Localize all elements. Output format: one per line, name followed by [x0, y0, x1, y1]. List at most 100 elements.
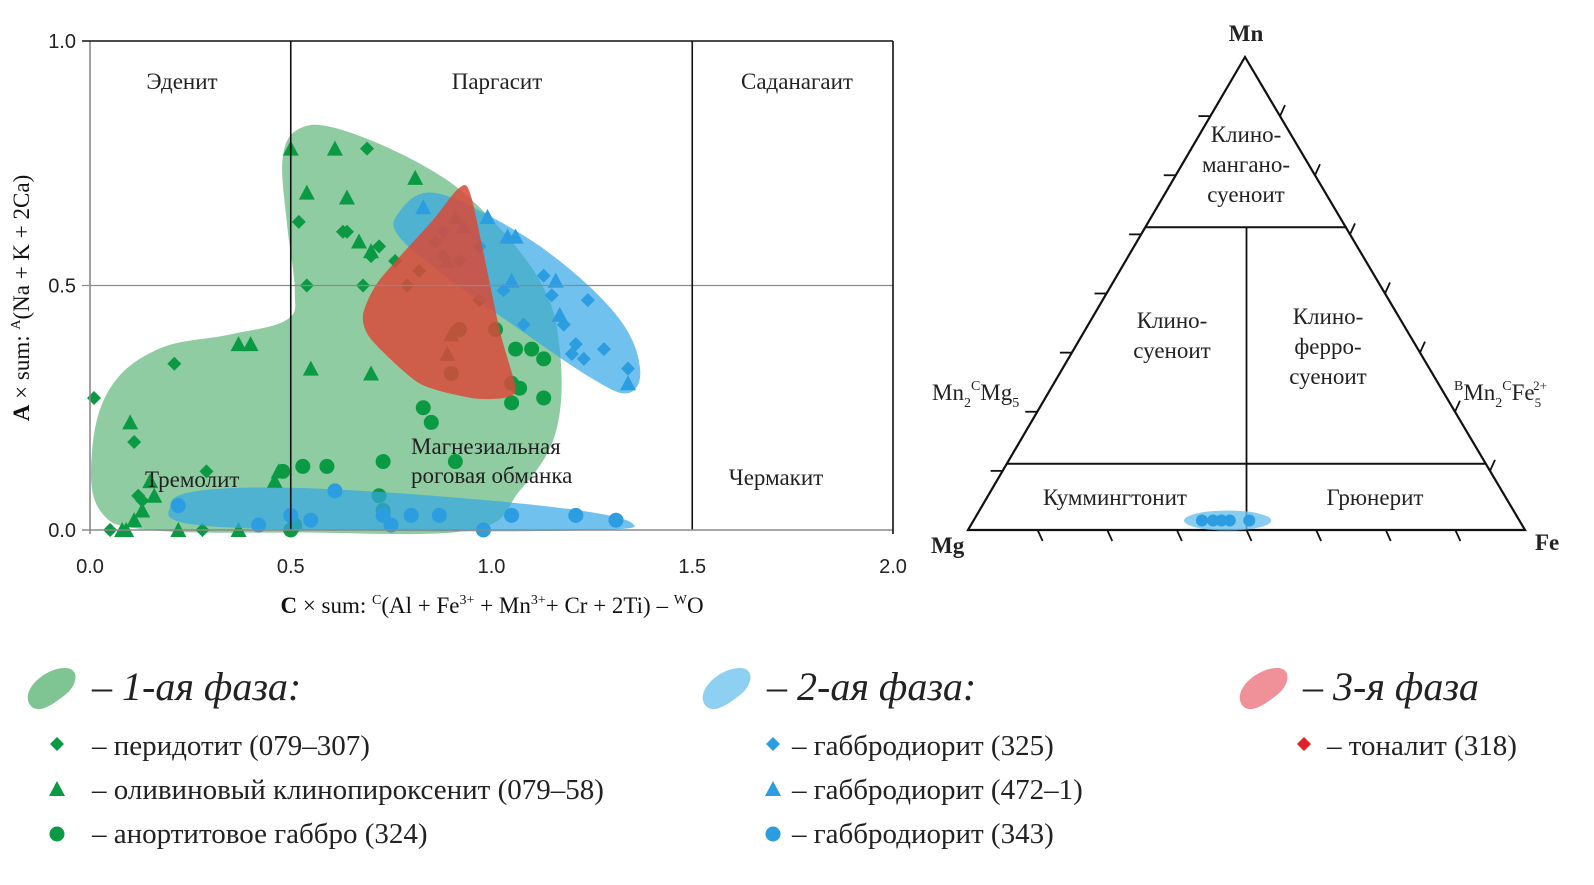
ternary-tick	[1245, 529, 1253, 542]
data-point-circle	[383, 517, 399, 533]
ternary-tick	[1419, 341, 1426, 353]
field-label-tschermakite: Чермакит	[729, 465, 823, 490]
x-tick-label: 1.0	[478, 556, 506, 578]
ternary-tick	[1384, 282, 1391, 294]
data-point-triangle	[122, 414, 139, 430]
x-label-part: O	[687, 593, 704, 618]
diamond-icon	[766, 737, 780, 751]
ternary-tick	[1176, 529, 1183, 542]
data-point-diamond	[87, 390, 102, 405]
data-point-triangle	[363, 365, 380, 381]
field-label-edenite: Эденит	[146, 69, 217, 94]
data-point-triangle	[415, 199, 432, 215]
field-clinosuenoite-2: суеноит	[1133, 338, 1210, 363]
data-point-triangle	[266, 473, 283, 489]
legend-item: – оливиновый клинопироксенит (079–58)	[91, 774, 604, 806]
data-point-diamond	[360, 141, 375, 156]
data-point-triangle	[620, 375, 637, 391]
data-point-circle	[375, 454, 391, 470]
data-point-circle	[536, 351, 552, 367]
ternary-tick	[1384, 529, 1392, 542]
data-point-diamond	[596, 342, 611, 357]
x-label-sup: 3+	[531, 593, 546, 608]
x-label-bold: C	[280, 593, 297, 618]
legend-phase1: – 1-ая фаза:	[91, 664, 301, 709]
field-clinomanganosuenoite-1: Клино-	[1211, 122, 1282, 147]
triangle-icon	[765, 781, 781, 796]
field-grunerite: Грюнерит	[1327, 485, 1424, 510]
field-label-mg-hornblende-2: роговая обманка	[411, 463, 572, 488]
ternary-tick	[1279, 104, 1286, 117]
y-label-part: × sum:	[9, 330, 34, 405]
x-label-part: + Mn	[474, 593, 531, 618]
x-tick-label: 1.5	[678, 556, 706, 578]
ternary-tick	[1454, 400, 1461, 413]
data-point-triangle	[503, 272, 520, 288]
data-point-triangle	[407, 169, 424, 185]
y-axis-label: A × sum: A(Na + K + 2Ca)	[9, 175, 34, 421]
ternary-tick	[1349, 223, 1356, 235]
legend-swatch-phase3	[1239, 668, 1288, 710]
ternary-data-point	[1215, 514, 1228, 527]
x-tick-label: 0.5	[277, 556, 305, 578]
data-point-circle	[327, 483, 343, 499]
apex-fe: Fe	[1535, 530, 1559, 555]
data-point-triangle	[126, 512, 143, 528]
field-clinoferrosuenoite-2: ферро-	[1294, 334, 1361, 359]
tick-labels: 0.0 0.5 1.0 1.5 2.0 0.0 0.5 1.0	[48, 31, 907, 578]
x-axis-label: C × sum: C(Al + Fe3+ + Mn3++ Cr + 2Ti) –…	[280, 593, 703, 618]
data-point-circle	[608, 512, 624, 528]
field-label-mg-hornblende-1: Магнезиальная	[411, 434, 561, 459]
ternary-tick	[1036, 529, 1044, 542]
data-point-circle	[508, 341, 524, 357]
y-tick-label: 0.5	[48, 276, 76, 298]
data-point-diamond	[167, 356, 182, 371]
data-point-triangle	[547, 272, 564, 288]
ternary-points	[1183, 510, 1272, 531]
data-point-diamond	[580, 293, 595, 308]
x-label-sup: 3+	[460, 593, 475, 608]
data-point-diamond	[127, 434, 142, 449]
apex-mn: Mn	[1229, 21, 1264, 46]
ternary-tick	[1454, 529, 1462, 542]
data-point-triangle	[142, 473, 159, 489]
field-regions-red	[362, 184, 516, 400]
y-tick-label: 1.0	[48, 31, 76, 53]
data-point-circle	[170, 498, 186, 514]
apex-mg: Mg	[931, 533, 965, 558]
y-tick-label: 0.0	[48, 520, 76, 542]
data-point-circle	[524, 341, 540, 357]
x-label-part: (Al + Fe	[381, 593, 459, 618]
ternary-tick	[1106, 529, 1114, 542]
field-label-pargasite: Паргасит	[452, 69, 543, 94]
field-clinoferrosuenoite-1: Клино-	[1293, 304, 1364, 329]
legend-phase2: – 2-ая фаза:	[766, 664, 976, 709]
data-point-triangle	[507, 228, 524, 244]
side-label-right: BMn2CFe52+	[1454, 378, 1547, 411]
legend: – 1-ая фаза: – 2-ая фаза: – 3-я фаза – п…	[27, 664, 1517, 850]
x-tick-label: 2.0	[879, 556, 907, 578]
data-point-circle	[415, 400, 431, 416]
data-point-diamond	[621, 361, 636, 376]
data-point-diamond	[544, 288, 559, 303]
ternary-data-point	[1207, 514, 1220, 527]
diamond-icon	[50, 737, 64, 751]
data-point-triangle	[134, 502, 151, 518]
field-label-sadanagaite: Саданагаит	[741, 69, 853, 94]
legend-item: – тоналит (318)	[1326, 730, 1517, 762]
data-point-circle	[295, 458, 311, 474]
y-label-sup: A	[9, 319, 24, 330]
data-point-circle	[504, 395, 520, 411]
data-point-circle	[431, 507, 447, 523]
data-point-circle	[251, 517, 267, 533]
data-point-triangle	[363, 243, 380, 259]
triangle-icon	[49, 781, 65, 796]
legend-item: – габбродиорит (472–1)	[791, 774, 1083, 806]
data-point-triangle	[230, 336, 247, 352]
data-point-triangle	[298, 184, 315, 200]
data-point-triangle	[242, 336, 259, 352]
legend-item: – анортитовое габбро (324)	[91, 818, 428, 850]
plot-frame	[82, 40, 894, 534]
field-label-tremolite: Тремолит	[145, 467, 239, 492]
